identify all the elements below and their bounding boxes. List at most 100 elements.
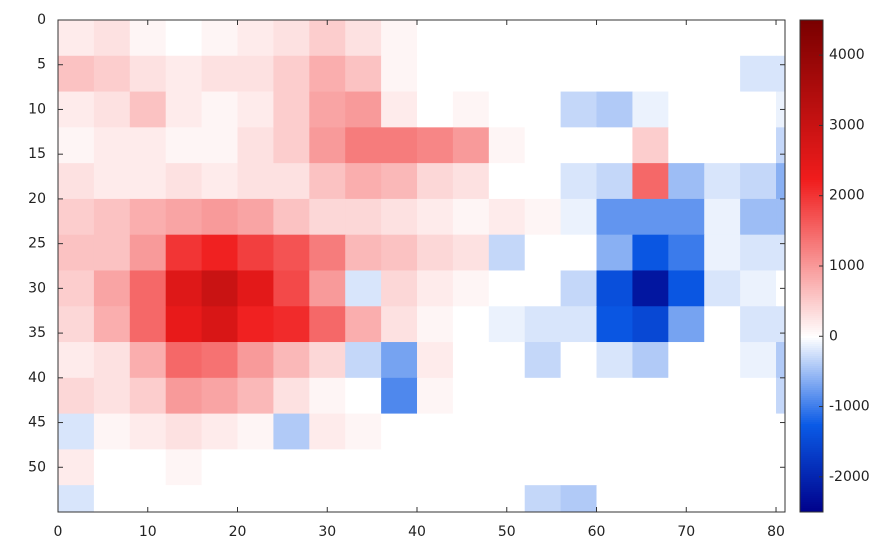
heatmap-cell bbox=[632, 91, 669, 128]
heatmap-cell bbox=[596, 449, 633, 486]
y-tick-label: 30 bbox=[28, 280, 46, 296]
colorbar-swatch bbox=[800, 384, 823, 387]
colorbar-swatch bbox=[800, 292, 823, 295]
heatmap-cell bbox=[704, 163, 741, 200]
colorbar-swatch bbox=[800, 122, 823, 125]
heatmap-cell bbox=[704, 20, 741, 57]
colorbar-swatch bbox=[800, 364, 823, 367]
x-tick-label: 0 bbox=[54, 524, 63, 540]
heatmap-cell bbox=[58, 377, 95, 415]
heatmap-cell bbox=[668, 449, 705, 486]
colorbar-swatch bbox=[800, 216, 823, 219]
y-tick-label: 40 bbox=[28, 370, 46, 386]
colorbar-swatch bbox=[800, 418, 823, 421]
colorbar-swatch bbox=[800, 440, 823, 443]
colorbar-swatch bbox=[800, 40, 823, 43]
heatmap-cell bbox=[560, 306, 598, 343]
colorbar-swatch bbox=[800, 328, 823, 331]
colorbar-swatch bbox=[800, 442, 823, 445]
heatmap-cell bbox=[273, 234, 310, 271]
heatmap-cell bbox=[345, 234, 382, 271]
colorbar-swatch bbox=[800, 492, 823, 495]
colorbar-swatch bbox=[800, 500, 823, 503]
heatmap-cell bbox=[201, 55, 239, 93]
colorbar-swatch bbox=[800, 398, 823, 401]
colorbar-swatch bbox=[800, 428, 823, 431]
colorbar-swatch bbox=[800, 118, 823, 121]
colorbar-swatch bbox=[800, 24, 823, 27]
colorbar-swatch bbox=[800, 50, 823, 53]
heatmap-cell bbox=[488, 485, 526, 512]
colorbar-swatch bbox=[800, 258, 823, 261]
heatmap-cell bbox=[309, 306, 346, 343]
heatmap-cell bbox=[452, 127, 490, 164]
heatmap-cell bbox=[237, 20, 274, 57]
colorbar-swatch bbox=[800, 286, 823, 289]
heatmap-cell bbox=[129, 234, 167, 271]
heatmap-cell bbox=[488, 270, 526, 307]
colorbar-tick-label: -1000 bbox=[829, 399, 870, 415]
colorbar-swatch bbox=[800, 32, 823, 35]
colorbar-swatch bbox=[800, 448, 823, 451]
colorbar-swatch bbox=[800, 66, 823, 69]
colorbar-swatch bbox=[800, 194, 823, 197]
x-tick-label: 40 bbox=[408, 524, 426, 540]
heatmap-cell bbox=[417, 163, 454, 200]
colorbar-swatch bbox=[800, 134, 823, 137]
colorbar-swatch bbox=[800, 184, 823, 187]
heatmap-cell bbox=[58, 270, 95, 307]
heatmap-cell bbox=[524, 20, 562, 57]
heatmap-cell bbox=[345, 20, 382, 57]
heatmap-cell bbox=[237, 55, 274, 93]
colorbar-swatch bbox=[800, 484, 823, 487]
colorbar-swatch bbox=[800, 480, 823, 483]
colorbar-tick-label: 4000 bbox=[829, 47, 865, 63]
heatmap-cell bbox=[452, 485, 490, 512]
colorbar-swatch bbox=[800, 272, 823, 275]
y-tick-label: 5 bbox=[37, 57, 46, 73]
colorbar-swatch bbox=[800, 250, 823, 253]
heatmap-cell bbox=[488, 413, 526, 450]
heatmap-cell bbox=[417, 377, 454, 415]
heatmap-cell bbox=[237, 377, 274, 415]
heatmap-cell bbox=[704, 342, 741, 379]
heatmap-cell bbox=[524, 306, 562, 343]
heatmap-cell bbox=[129, 270, 167, 307]
colorbar-tick-label: 3000 bbox=[829, 117, 865, 133]
heatmap-cell bbox=[201, 377, 239, 415]
heatmap-cell bbox=[309, 377, 346, 415]
heatmap-cell bbox=[632, 485, 669, 512]
heatmap-cell bbox=[381, 306, 418, 343]
colorbar-swatch bbox=[800, 474, 823, 477]
heatmap-cell bbox=[417, 20, 454, 57]
colorbar-swatch bbox=[800, 94, 823, 97]
heatmap-cell bbox=[201, 234, 239, 271]
colorbar-swatch bbox=[800, 290, 823, 293]
colorbar-swatch bbox=[800, 378, 823, 381]
colorbar-swatch bbox=[800, 324, 823, 327]
colorbar-swatch bbox=[800, 64, 823, 67]
heatmap-cell bbox=[776, 342, 785, 379]
colorbar-swatch bbox=[800, 30, 823, 33]
heatmap-cell bbox=[560, 55, 598, 93]
heatmap-cell bbox=[668, 413, 705, 450]
y-tick-label: 45 bbox=[28, 415, 46, 431]
colorbar-swatch bbox=[800, 390, 823, 393]
heatmap-cell bbox=[165, 163, 203, 200]
heatmap-cell bbox=[237, 198, 274, 236]
colorbar-swatch bbox=[800, 300, 823, 303]
heatmap-cell bbox=[417, 55, 454, 93]
colorbar-swatch bbox=[800, 310, 823, 313]
heatmap-cell bbox=[488, 342, 526, 379]
heatmap-cell bbox=[417, 413, 454, 450]
colorbar-swatch bbox=[800, 22, 823, 25]
heatmap-cell bbox=[93, 55, 131, 93]
colorbar-swatch bbox=[800, 86, 823, 89]
heatmap-cell bbox=[201, 91, 239, 128]
heatmap-cell bbox=[668, 485, 705, 512]
heatmap-cell bbox=[309, 413, 346, 450]
colorbar-swatch bbox=[800, 42, 823, 45]
heatmap-cell bbox=[201, 270, 239, 307]
colorbar-swatch bbox=[800, 468, 823, 471]
heatmap-cell bbox=[740, 127, 777, 164]
